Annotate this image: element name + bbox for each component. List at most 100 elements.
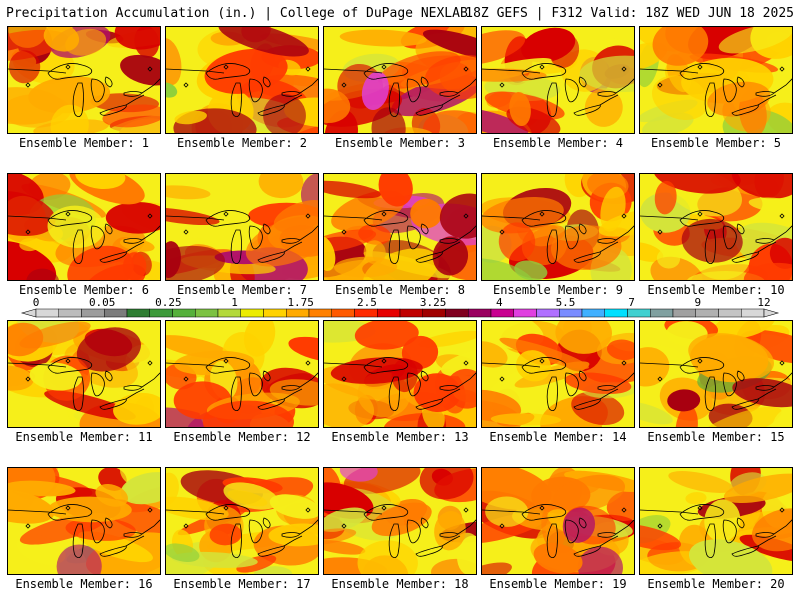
precip-field: [166, 321, 318, 427]
precip-field: [8, 27, 160, 133]
colorbar-swatch: [559, 308, 583, 318]
colorbar-tick-label: 7: [628, 296, 635, 309]
ensemble-member-label: Ensemble Member: 10: [647, 283, 785, 297]
colorbar-swatch: [354, 308, 378, 318]
ensemble-member-map: [7, 173, 161, 281]
great-lakes-outline: [640, 210, 792, 264]
colorbar-swatch: [308, 308, 332, 318]
colorbar-tick-label: 0.05: [88, 296, 116, 309]
precip-field: [482, 468, 634, 574]
great-lakes-outline: [640, 504, 792, 558]
colorbar-swatch: [195, 308, 219, 318]
ensemble-member-label: Ensemble Member: 15: [647, 430, 785, 444]
ensemble-member-label: Ensemble Member: 19: [489, 577, 627, 591]
ensemble-member-label: Ensemble Member: 14: [489, 430, 627, 444]
precip-field: [640, 468, 792, 574]
model-valid-time: 18Z GEFS | F312 Valid: 18Z WED JUN 18 20…: [465, 6, 794, 21]
precip-field: [482, 27, 634, 133]
colorbar-tick-label: 12: [757, 296, 771, 309]
colorbar-swatch: [627, 308, 651, 318]
great-lakes-outline: [640, 357, 792, 411]
great-lakes-outline: [324, 357, 476, 411]
great-lakes-outline: [166, 504, 318, 558]
ensemble-member-map: [323, 173, 477, 281]
precip-field: [640, 321, 792, 427]
ensemble-member-map: [165, 26, 319, 134]
ensemble-member-label: Ensemble Member: 5: [650, 136, 782, 150]
colorbar-max-arrow: [763, 308, 780, 318]
precip-field: [482, 174, 634, 280]
colorbar-swatch: [650, 308, 674, 318]
ensemble-member-label: Ensemble Member: 16: [15, 577, 153, 591]
precip-field: [8, 321, 160, 427]
colorbar-swatch: [445, 308, 469, 318]
ensemble-member-label: Ensemble Member: 2: [176, 136, 308, 150]
ensemble-member-label: Ensemble Member: 9: [492, 283, 624, 297]
ensemble-member-map: [7, 320, 161, 428]
great-lakes-outline: [482, 210, 634, 264]
great-lakes-outline: [8, 504, 160, 558]
ensemble-member-map: [323, 467, 477, 575]
colorbar-swatch: [217, 308, 241, 318]
great-lakes-outline: [324, 504, 476, 558]
ensemble-member-map: [481, 26, 635, 134]
colorbar-swatch: [468, 308, 492, 318]
precip-field: [482, 321, 634, 427]
colorbar-tick-label: 4: [495, 296, 503, 309]
precip-field: [166, 27, 318, 133]
colorbar-swatch: [399, 308, 423, 318]
great-lakes-outline: [640, 63, 792, 117]
ensemble-member-label: Ensemble Member: 6: [18, 283, 150, 297]
colorbar-swatch: [422, 308, 446, 318]
ensemble-member-map: [639, 173, 793, 281]
ensemble-member-label: Ensemble Member: 11: [15, 430, 153, 444]
precip-field: [324, 468, 476, 574]
ensemble-member-map: [323, 320, 477, 428]
precip-field: [324, 321, 476, 427]
great-lakes-outline: [324, 63, 476, 117]
colorbar-swatch: [286, 308, 310, 318]
map-title: Precipitation Accumulation (in.) | Colle…: [6, 6, 468, 21]
great-lakes-outline: [8, 357, 160, 411]
colorbar-swatch: [81, 308, 105, 318]
colorbar-swatch: [104, 308, 128, 318]
colorbar-tick-label: 3.25: [419, 296, 447, 309]
ensemble-member-map: [639, 26, 793, 134]
colorbar-tick-label: 5.5: [555, 296, 576, 309]
ensemble-member-label: Ensemble Member: 18: [331, 577, 469, 591]
colorbar-tick-label: 2.5: [356, 296, 377, 309]
precip-field: [640, 174, 792, 280]
colorbar-min-arrow: [20, 308, 37, 318]
ensemble-member-map: [639, 320, 793, 428]
ensemble-member-label: Ensemble Member: 17: [173, 577, 311, 591]
colorbar-scale: [20, 308, 780, 318]
ensemble-member-label: Ensemble Member: 12: [173, 430, 311, 444]
great-lakes-outline: [482, 504, 634, 558]
precip-field: [166, 468, 318, 574]
colorbar-swatch: [331, 308, 355, 318]
colorbar-tick-label: 9: [694, 296, 702, 309]
ensemble-member-label: Ensemble Member: 3: [334, 136, 466, 150]
ensemble-member-map: [7, 26, 161, 134]
colorbar-swatch: [604, 308, 628, 318]
precip-field: [166, 174, 318, 280]
ensemble-member-map: [323, 26, 477, 134]
precip-field: [8, 174, 160, 280]
colorbar-swatch: [240, 308, 264, 318]
great-lakes-outline: [8, 63, 160, 117]
colorbar-swatch: [263, 308, 287, 318]
great-lakes-outline: [166, 210, 318, 264]
precip-field: [324, 27, 476, 133]
ensemble-member-label: Ensemble Member: 1: [18, 136, 150, 150]
colorbar: 0 0.05 0.25 1 1.75 2.5 3.25 4 5.5 7 9 12: [0, 296, 800, 320]
colorbar-swatch: [718, 308, 742, 318]
precip-field: [8, 468, 160, 574]
great-lakes-outline: [166, 357, 318, 411]
great-lakes-outline: [324, 210, 476, 264]
colorbar-swatch: [126, 308, 150, 318]
great-lakes-outline: [8, 210, 160, 264]
ensemble-member-label: Ensemble Member: 20: [647, 577, 785, 591]
precip-field: [324, 174, 476, 280]
ensemble-member-map: [639, 467, 793, 575]
ensemble-member-map: [165, 320, 319, 428]
